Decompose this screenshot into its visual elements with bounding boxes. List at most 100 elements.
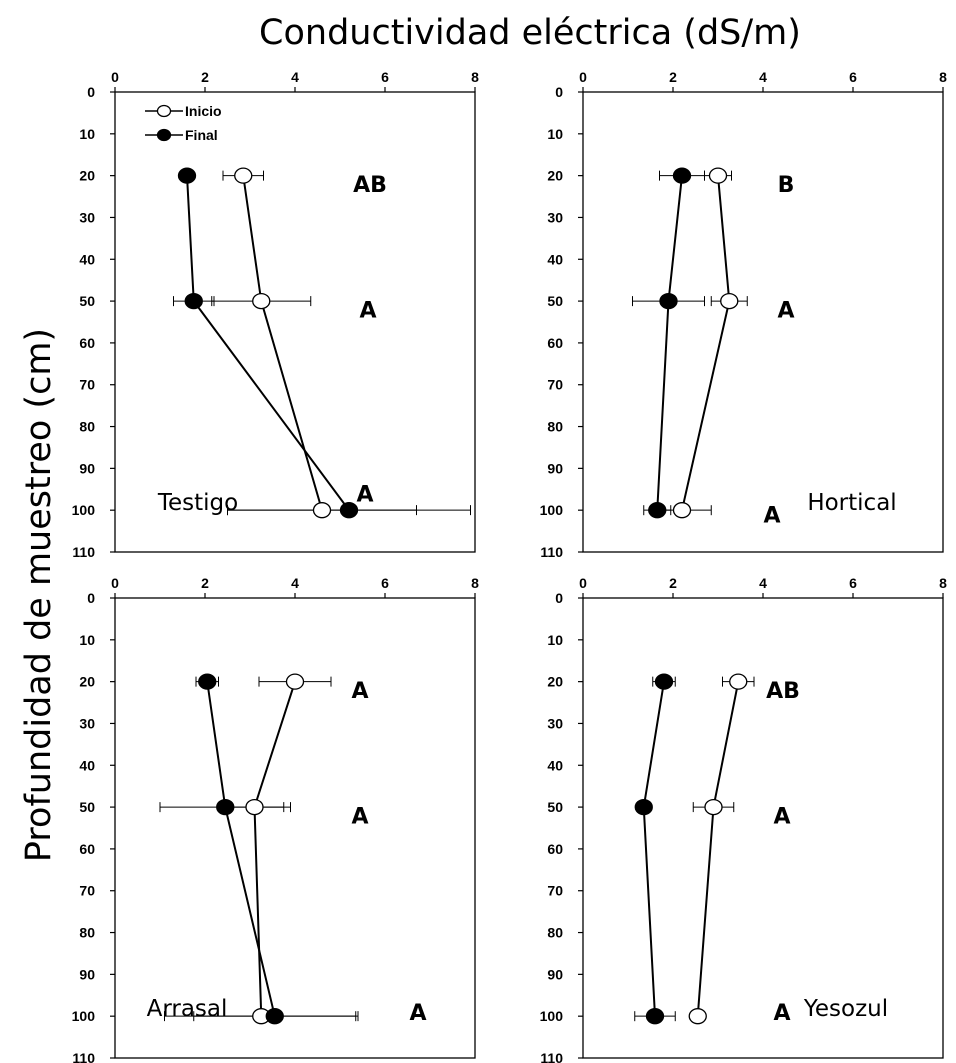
panel-name-label: Hortical — [807, 490, 896, 516]
significance-letter: A — [359, 298, 376, 323]
y-tick-label: 0 — [87, 590, 95, 606]
y-tick-label: 0 — [555, 590, 563, 606]
significance-letter: A — [351, 679, 368, 704]
series-line-final — [207, 682, 275, 1017]
x-tick-label: 2 — [201, 575, 209, 591]
x-tick-label: 8 — [471, 69, 479, 85]
panels-group: 0 2 4 6 80102030405060708090100110ABAATestig… — [72, 69, 947, 1063]
y-tick-label: 90 — [547, 460, 563, 476]
y-tick-label: 80 — [547, 419, 563, 435]
y-tick-label: 10 — [79, 126, 95, 142]
y-tick-label: 100 — [72, 1008, 96, 1024]
data-point-final — [656, 674, 673, 689]
significance-letter: AB — [766, 679, 800, 704]
data-point-final — [217, 800, 234, 815]
y-axis-title: Profundidad de muestreo (cm) — [19, 328, 59, 862]
y-tick-label: 90 — [79, 966, 95, 982]
y-tick-label: 0 — [555, 84, 563, 100]
y-tick-label: 80 — [79, 925, 95, 941]
y-tick-label: 110 — [540, 544, 563, 560]
y-tick-label: 30 — [79, 715, 95, 731]
x-tick-label: 2 — [669, 69, 677, 85]
x-tick-label: 6 — [849, 575, 857, 591]
x-tick-label: 0 — [579, 575, 587, 591]
y-tick-label: 80 — [547, 925, 563, 941]
data-point-final — [341, 503, 358, 518]
data-point-inicio — [721, 294, 738, 309]
x-tick-label: 2 — [669, 575, 677, 591]
y-tick-label: 50 — [547, 293, 563, 309]
y-tick-label: 100 — [72, 502, 96, 518]
series-line-inicio — [255, 682, 296, 1017]
panel-name-label: Arrasal — [147, 996, 228, 1022]
y-tick-label: 30 — [79, 209, 95, 225]
panel-name-label: Yesozul — [803, 996, 888, 1022]
plot-frame — [115, 92, 475, 552]
x-tick-label: 6 — [381, 69, 389, 85]
y-tick-label: 80 — [79, 419, 95, 435]
legend-label: Inicio — [185, 103, 222, 119]
data-point-final — [660, 294, 677, 309]
y-tick-label: 30 — [547, 209, 563, 225]
legend-marker-inicio — [158, 106, 171, 117]
y-tick-label: 60 — [547, 841, 563, 857]
panel-hortical: 0 2 4 6 80102030405060708090100110BAAHortica… — [540, 69, 947, 560]
significance-letter: A — [777, 298, 794, 323]
x-tick-label: 8 — [471, 575, 479, 591]
data-point-inicio — [674, 503, 691, 518]
legend-label: Final — [185, 127, 218, 143]
x-tick-label: 8 — [939, 69, 947, 85]
y-tick-label: 60 — [79, 841, 95, 857]
x-tick-label: 2 — [201, 69, 209, 85]
legend-marker-final — [158, 130, 171, 141]
y-tick-label: 40 — [79, 757, 95, 773]
data-point-inicio — [689, 1009, 706, 1024]
data-point-inicio — [246, 800, 263, 815]
chart-title: Conductividad eléctrica (dS/m) — [259, 13, 801, 53]
y-tick-label: 70 — [547, 883, 563, 899]
x-tick-label: 6 — [849, 69, 857, 85]
panel-testigo: 0 2 4 6 80102030405060708090100110ABAATestig… — [72, 69, 479, 560]
series-line-inicio — [698, 682, 739, 1017]
data-point-inicio — [705, 800, 722, 815]
x-tick-label: 0 — [111, 575, 119, 591]
panel-name-label: Testigo — [157, 490, 238, 516]
plot-frame — [115, 598, 475, 1058]
significance-letter: A — [409, 1001, 426, 1026]
series-line-final — [644, 682, 664, 1017]
y-tick-label: 110 — [72, 1050, 95, 1063]
y-tick-label: 50 — [79, 293, 95, 309]
y-tick-label: 20 — [547, 168, 563, 184]
y-tick-label: 30 — [547, 715, 563, 731]
y-tick-label: 110 — [72, 544, 95, 560]
data-point-final — [185, 294, 202, 309]
data-point-inicio — [314, 503, 331, 518]
significance-letter: A — [773, 804, 790, 829]
y-tick-label: 20 — [79, 674, 95, 690]
y-tick-label: 60 — [547, 335, 563, 351]
legend: Inicio Final — [145, 103, 222, 143]
x-tick-label: 4 — [291, 575, 299, 591]
data-point-final — [179, 168, 196, 183]
series-line-inicio — [682, 176, 729, 511]
data-point-inicio — [235, 168, 252, 183]
y-tick-label: 70 — [79, 377, 95, 393]
x-tick-label: 0 — [111, 69, 119, 85]
significance-letter: A — [356, 482, 373, 507]
y-tick-label: 50 — [79, 799, 95, 815]
y-tick-label: 60 — [79, 335, 95, 351]
y-tick-label: 20 — [79, 168, 95, 184]
y-tick-label: 10 — [547, 632, 563, 648]
data-point-inicio — [253, 294, 270, 309]
x-tick-label: 4 — [759, 575, 767, 591]
plot-frame — [583, 598, 943, 1058]
significance-letter: A — [763, 503, 780, 528]
significance-letter: B — [778, 173, 795, 198]
y-tick-label: 20 — [547, 674, 563, 690]
y-tick-label: 110 — [540, 1050, 563, 1063]
data-point-inicio — [287, 674, 304, 689]
y-tick-label: 10 — [547, 126, 563, 142]
